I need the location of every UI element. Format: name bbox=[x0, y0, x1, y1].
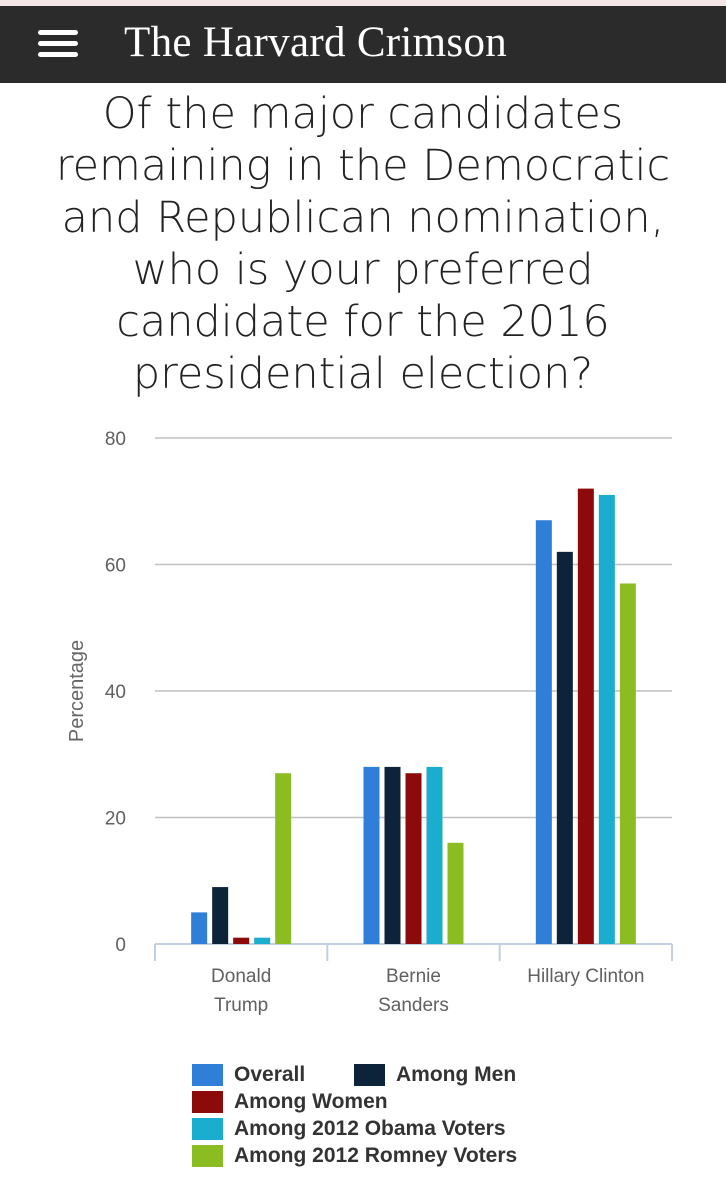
chart-title-line: and Republican nomination, bbox=[61, 193, 665, 243]
bar bbox=[275, 773, 292, 944]
x-tick-label: Bernie bbox=[386, 966, 441, 987]
masthead-logo[interactable]: The Harvard Crimson bbox=[124, 19, 508, 66]
legend-swatch bbox=[354, 1064, 385, 1086]
legend-label: Among Men bbox=[396, 1063, 517, 1086]
bar bbox=[577, 488, 594, 944]
bar bbox=[619, 583, 636, 944]
top-strip bbox=[0, 0, 726, 6]
chart-title-line: candidate for the 2016 bbox=[116, 297, 610, 347]
chart-title-line: who is your preferred bbox=[132, 245, 594, 295]
y-tick-label: 80 bbox=[105, 429, 126, 450]
chart-title: Of the major candidates remaining in the… bbox=[30, 88, 696, 400]
bar bbox=[254, 937, 271, 944]
legend-swatch bbox=[192, 1145, 223, 1167]
chart-title-line: Of the major candidates bbox=[102, 89, 624, 139]
bar bbox=[405, 773, 422, 944]
legend-swatch bbox=[192, 1064, 223, 1086]
bar bbox=[556, 551, 573, 944]
legend-swatch bbox=[192, 1091, 223, 1113]
y-axis-label: Percentage bbox=[66, 640, 88, 742]
x-tick-label: Hillary Clinton bbox=[527, 966, 644, 987]
bar bbox=[447, 842, 464, 944]
chart-title-line: presidential election? bbox=[132, 349, 594, 399]
site-header: The Harvard Crimson bbox=[0, 6, 726, 83]
legend-label: Among 2012 Romney Voters bbox=[234, 1144, 518, 1167]
legend-label: Among Women bbox=[234, 1090, 388, 1113]
bar bbox=[426, 766, 443, 944]
x-tick-label: Trump bbox=[214, 995, 268, 1016]
bar bbox=[363, 766, 380, 944]
bar bbox=[191, 912, 208, 944]
chart-title-line: remaining in the Democratic bbox=[55, 141, 671, 191]
bar bbox=[535, 520, 552, 944]
y-tick-label: 20 bbox=[105, 809, 126, 830]
legend-swatch bbox=[192, 1118, 223, 1140]
y-tick-label: 40 bbox=[105, 682, 126, 703]
y-tick-label: 60 bbox=[105, 556, 126, 577]
bar bbox=[212, 887, 229, 944]
y-tick-label: 0 bbox=[115, 935, 126, 956]
bar bbox=[598, 494, 615, 944]
legend-label: Overall bbox=[234, 1063, 306, 1086]
bar bbox=[233, 937, 250, 944]
hamburger-menu-icon[interactable] bbox=[38, 28, 78, 60]
legend-label: Among 2012 Obama Voters bbox=[234, 1117, 506, 1140]
x-tick-label: Donald bbox=[211, 966, 271, 987]
x-tick-label: Sanders bbox=[378, 995, 449, 1016]
bar bbox=[384, 766, 401, 944]
chart-legend: Overall Among Men Among Women Among 2012 Ob… bbox=[192, 1062, 612, 1182]
bar-chart: 0 20 40 60 80 Percentage Donald Trump Bernie Sand… bbox=[66, 429, 673, 1016]
